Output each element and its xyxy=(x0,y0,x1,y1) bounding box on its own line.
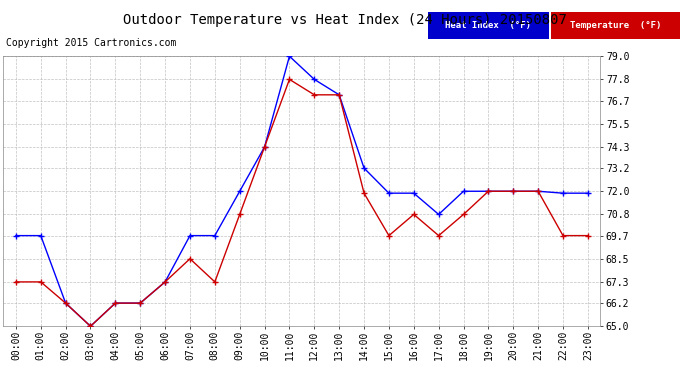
Text: Copyright 2015 Cartronics.com: Copyright 2015 Cartronics.com xyxy=(6,38,176,48)
Text: Outdoor Temperature vs Heat Index (24 Hours) 20150807: Outdoor Temperature vs Heat Index (24 Ho… xyxy=(123,13,567,27)
Text: Temperature  (°F): Temperature (°F) xyxy=(570,21,661,30)
Text: Heat Index  (°F): Heat Index (°F) xyxy=(445,21,531,30)
